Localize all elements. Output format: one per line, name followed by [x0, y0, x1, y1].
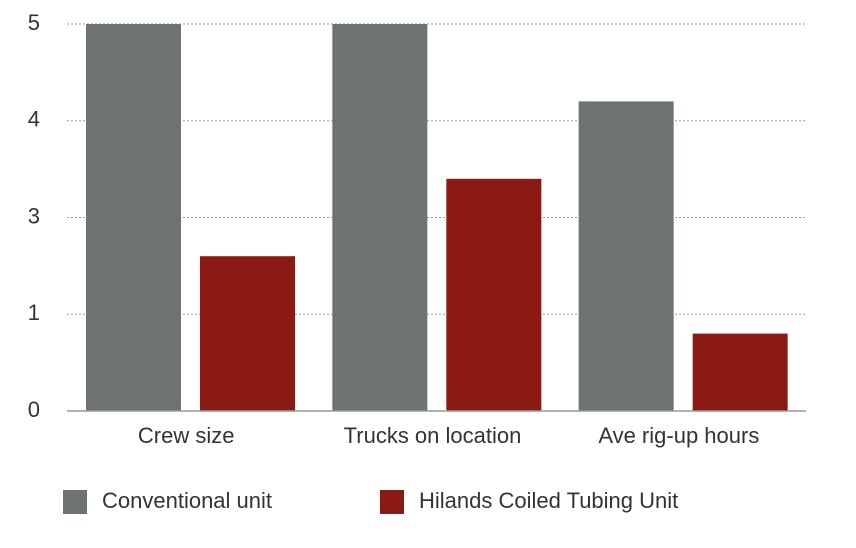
- x-tick-label: Trucks on location: [344, 423, 522, 448]
- y-tick-label: 4: [28, 107, 40, 132]
- x-tick-label: Ave rig-up hours: [598, 423, 759, 448]
- bar: [86, 24, 181, 411]
- bar: [200, 256, 295, 411]
- y-tick-label: 0: [28, 397, 40, 422]
- legend-swatch: [63, 490, 87, 514]
- y-tick-label: 3: [28, 203, 40, 228]
- legend-swatch: [380, 490, 404, 514]
- y-tick-label: 1: [28, 300, 40, 325]
- legend-label: Hilands Coiled Tubing Unit: [419, 488, 678, 513]
- bar: [578, 101, 674, 412]
- bar: [692, 333, 788, 411]
- bar: [332, 24, 428, 411]
- y-tick-label: 5: [28, 10, 40, 35]
- bar: [446, 178, 542, 411]
- x-tick-label: Crew size: [138, 423, 235, 448]
- legend-label: Conventional unit: [102, 488, 272, 513]
